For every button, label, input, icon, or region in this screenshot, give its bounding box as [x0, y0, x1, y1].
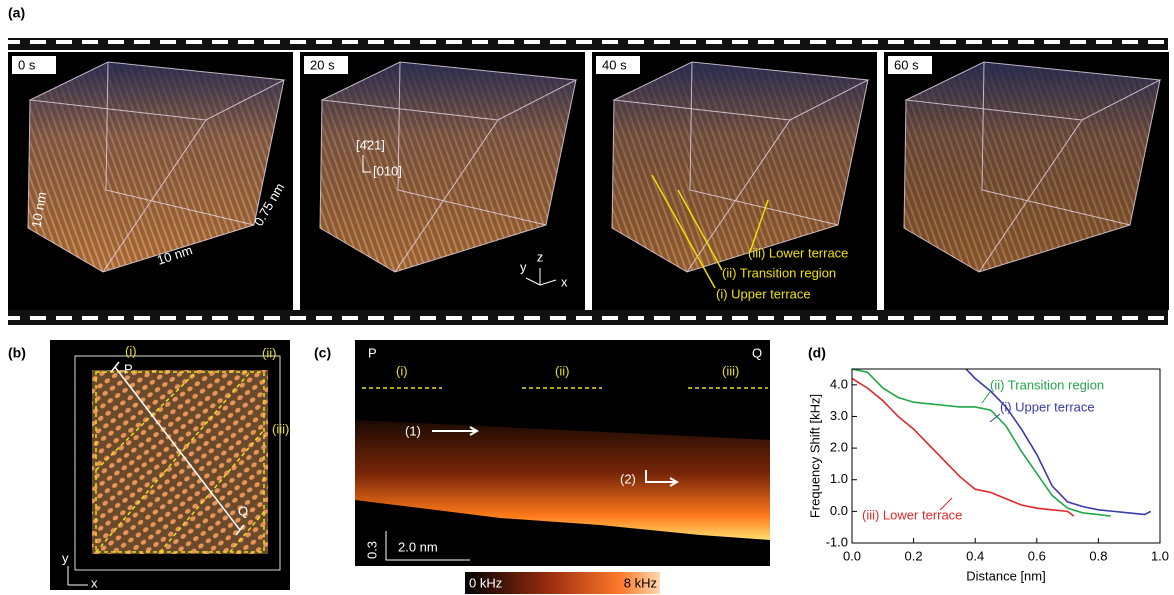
axis-label: y — [62, 550, 69, 565]
y-tick-label: 2.0 — [830, 440, 848, 455]
film-strip — [8, 38, 1168, 50]
figure: (a) 0 s20 s40 s60 s 10 nm 10 nm 0.75 nm … — [0, 0, 1174, 595]
panel-label: (a) — [8, 5, 25, 21]
region-label: (iii) — [272, 421, 289, 436]
surface — [92, 370, 268, 554]
colorbar-label: 0 kHz — [469, 575, 502, 590]
axis-label: x — [91, 575, 98, 590]
panel-label: (b) — [8, 345, 26, 361]
time-label: 0 s — [18, 57, 36, 72]
direction-label: [4̄21] — [356, 137, 385, 152]
frame: 60 s — [884, 52, 1169, 310]
legend-label: (ii) Transition region — [990, 377, 1104, 392]
x-tick-label: 0.2 — [905, 548, 923, 563]
region-label: (ii) Transition region — [722, 265, 836, 280]
region-label: (ii) — [262, 345, 276, 360]
frame: 0 s — [8, 52, 293, 310]
region-label: (iii) — [722, 363, 739, 378]
y-tick-label: 3.0 — [830, 408, 848, 423]
point-label: P — [124, 361, 133, 376]
film-strip — [8, 313, 1168, 325]
direction-label: [010] — [373, 163, 402, 178]
panel-label: (c) — [314, 345, 331, 361]
y-tick-label: 1.0 — [830, 471, 848, 486]
y-axis-label: Frequency Shift [kHz] — [807, 394, 822, 518]
time-label: 60 s — [894, 57, 919, 72]
x-axis-label: Distance [nm] — [966, 568, 1045, 583]
region-label: (ii) — [555, 363, 569, 378]
y-tick-label: 0.0 — [830, 503, 848, 518]
marker-label: (2) — [620, 471, 636, 486]
legend-label: (i) Upper terrace — [1000, 399, 1095, 414]
point-label: P — [368, 345, 377, 360]
page: {"panel_a": {"label": "(a)", "frames": [… — [0, 0, 1174, 595]
region-label: (i) — [125, 343, 137, 358]
scale-label: 0.3 — [364, 541, 379, 559]
point-label: Q — [238, 503, 248, 518]
x-tick-label: 0.0 — [843, 548, 861, 563]
y-tick-label: 4.0 — [830, 376, 848, 391]
x-tick-label: 0.8 — [1089, 548, 1107, 563]
legend-label: (iii) Lower terrace — [862, 507, 962, 522]
region-label: (iii) Lower terrace — [748, 245, 848, 260]
time-label: 40 s — [602, 57, 627, 72]
region-label: (i) Upper terrace — [716, 286, 811, 301]
x-tick-label: 0.4 — [966, 548, 984, 563]
frame: 20 s — [300, 52, 585, 310]
panel-label: (d) — [808, 345, 826, 361]
y-tick-label: -1.0 — [826, 534, 848, 549]
axis-label: x — [561, 274, 568, 289]
axis-label: y — [520, 259, 527, 274]
time-label: 20 s — [310, 57, 335, 72]
x-tick-label: 0.6 — [1028, 548, 1046, 563]
colorbar-label: 8 kHz — [624, 575, 657, 590]
label-arrow — [982, 392, 990, 403]
axis-label: z — [537, 249, 544, 264]
point-label: Q — [752, 345, 762, 360]
x-tick-label: 1.0 — [1151, 548, 1169, 563]
scale-label: 2.0 nm — [398, 539, 438, 554]
region-label: (i) — [396, 363, 408, 378]
frames: 0 s 20 s 40 s 60 s — [8, 52, 1169, 310]
marker-label: (1) — [405, 423, 421, 438]
